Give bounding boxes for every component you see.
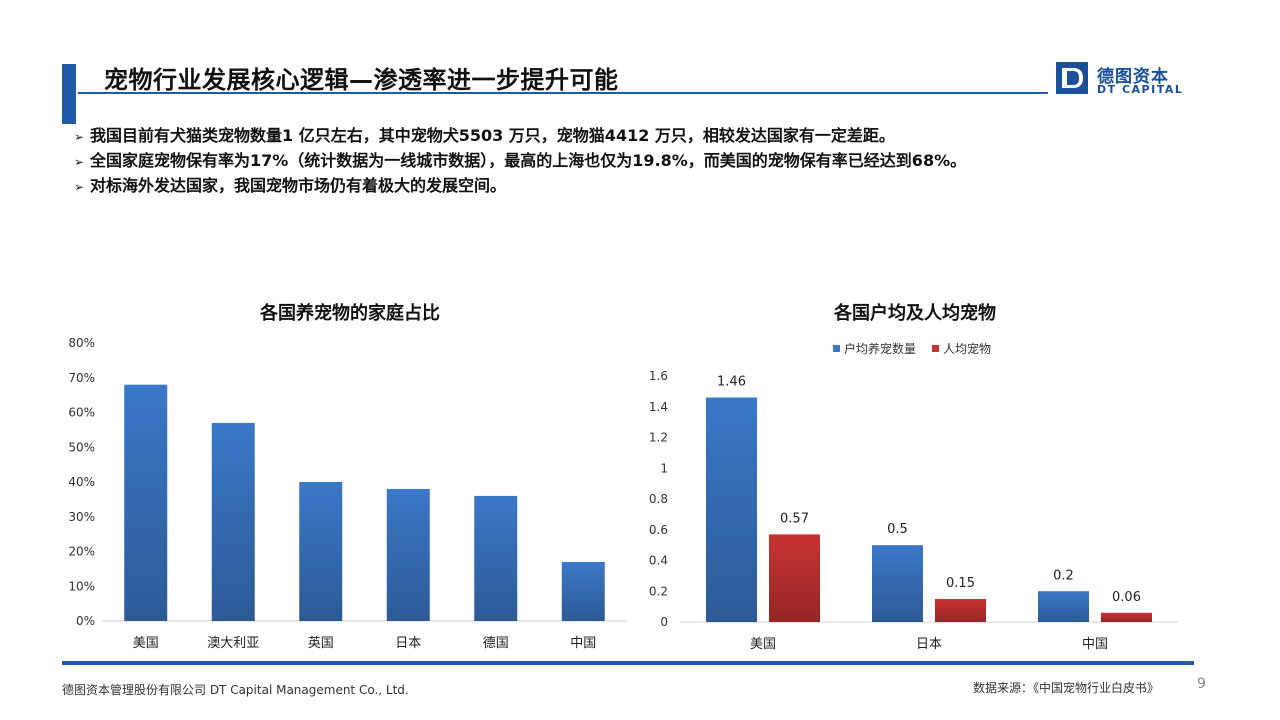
y-tick-label: 1.6 xyxy=(649,369,668,383)
y-tick-label: 1.2 xyxy=(649,431,668,445)
bullet-item: ➢ 对标海外发达国家，我国宠物市场仍有着极大的发展空间。 xyxy=(74,174,966,199)
household-pet-share-chart: 0% 10% 20% 30% 40% 50% 60% 70% 80% 美国 澳大利亚 英国 日本 德国 中国 xyxy=(68,336,627,651)
legend-swatch xyxy=(833,345,840,352)
bar xyxy=(1101,612,1152,622)
bullet-list: ➢ 我国目前有犬猫类宠物数量1 亿只左右，其中宠物犬5503 万只，宠物猫4412… xyxy=(74,124,966,199)
bullet-item: ➢ 全国家庭宠物保有率为17%（统计数据为一线城市数据），最高的上海也仅为19.8… xyxy=(74,149,966,174)
x-tick-label: 英国 xyxy=(308,636,334,651)
x-tick-label: 澳大利亚 xyxy=(207,635,259,651)
title-underline xyxy=(78,92,1048,94)
page-number: 9 xyxy=(1197,676,1206,692)
logo-english-text: DT CAPITAL xyxy=(1097,83,1184,96)
y-tick-label: 80% xyxy=(68,336,95,350)
bar xyxy=(706,397,757,622)
x-tick-label: 中国 xyxy=(570,636,596,651)
bullet-item: ➢ 我国目前有犬猫类宠物数量1 亿只左右，其中宠物犬5503 万只，宠物猫4412… xyxy=(74,124,966,149)
y-tick-label: 0% xyxy=(76,614,95,628)
y-tick-label: 1 xyxy=(660,461,668,475)
y-tick-label: 1.4 xyxy=(649,400,668,414)
data-label: 0.2 xyxy=(1053,568,1074,583)
x-tick-label: 美国 xyxy=(133,636,159,651)
bar xyxy=(124,384,168,621)
bullet-text: 我国目前有犬猫类宠物数量1 亿只左右，其中宠物犬5503 万只，宠物猫4412 … xyxy=(90,126,895,145)
bar xyxy=(299,482,343,621)
bar xyxy=(386,488,430,621)
company-name: 德图资本管理股份有限公司 DT Capital Management Co., … xyxy=(62,683,409,697)
x-tick-label: 日本 xyxy=(395,636,421,651)
bar xyxy=(211,422,255,621)
y-tick-label: 0.4 xyxy=(649,554,668,568)
chart1-title: 各国养宠物的家庭占比 xyxy=(260,303,440,324)
y-tick-label: 0 xyxy=(660,615,668,629)
data-label: 0.5 xyxy=(887,522,908,537)
data-label: 0.57 xyxy=(780,511,809,526)
y-tick-label: 0.8 xyxy=(649,492,668,506)
bar xyxy=(935,598,986,622)
arrow-bullet-icon: ➢ xyxy=(74,130,85,144)
y-tick-label: 50% xyxy=(68,440,95,454)
data-label: 0.06 xyxy=(1112,590,1141,605)
bar xyxy=(872,545,923,622)
y-tick-label: 30% xyxy=(68,510,95,524)
bar xyxy=(561,561,605,621)
x-tick-label: 美国 xyxy=(750,637,776,652)
arrow-bullet-icon: ➢ xyxy=(74,155,85,169)
title-accent-bar xyxy=(62,64,76,124)
data-label: 1.46 xyxy=(717,375,746,390)
arrow-bullet-icon: ➢ xyxy=(74,180,85,194)
y-tick-label: 40% xyxy=(68,475,95,489)
x-tick-label: 中国 xyxy=(1082,637,1108,652)
bullet-text: 对标海外发达国家，我国宠物市场仍有着极大的发展空间。 xyxy=(90,176,507,195)
x-tick-label: 日本 xyxy=(916,637,942,652)
bar xyxy=(1038,591,1089,622)
y-tick-label: 70% xyxy=(68,371,95,385)
data-source: 数据来源：《中国宠物行业白皮书》 xyxy=(973,681,1160,695)
y-tick-label: 60% xyxy=(68,406,95,420)
y-tick-label: 0.6 xyxy=(649,523,668,537)
dt-logo-icon xyxy=(1056,62,1088,94)
y-tick-label: 20% xyxy=(68,545,95,559)
y-tick-label: 10% xyxy=(68,579,95,593)
legend-swatch xyxy=(932,345,939,352)
x-tick-label: 德国 xyxy=(483,636,509,651)
legend-label: 户均养宠数量 xyxy=(844,341,916,356)
bar xyxy=(769,534,820,622)
chart2-title: 各国户均及人均宠物 xyxy=(834,303,996,324)
legend-label: 人均宠物 xyxy=(943,341,991,356)
footer-rule xyxy=(62,661,1194,665)
dt-capital-logo: 德图资本 DT CAPITAL xyxy=(1056,62,1186,98)
y-tick-label: 0.2 xyxy=(649,584,668,598)
page-title: 宠物行业发展核心逻辑—渗透率进一步提升可能 xyxy=(104,66,619,94)
bullet-text: 全国家庭宠物保有率为17%（统计数据为一线城市数据），最高的上海也仅为19.8%… xyxy=(90,151,967,170)
data-label: 0.15 xyxy=(946,576,975,591)
per-household-per-capita-chart: 0 0.2 0.4 0.6 0.8 1 1.2 1.4 1.6 户均养宠数量 人均宠物 1.46 0.5… xyxy=(649,341,1178,652)
bar xyxy=(474,495,518,621)
logo-chinese-text: 德图资本 xyxy=(1097,67,1169,87)
